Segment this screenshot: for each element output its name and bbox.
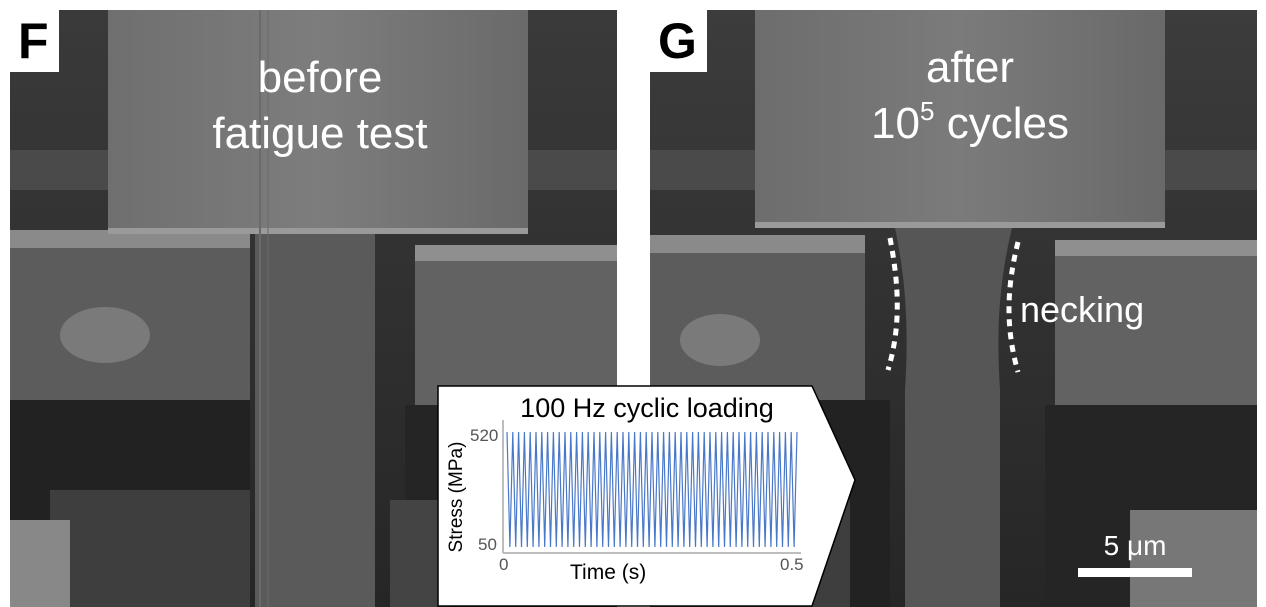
scale-bar xyxy=(1078,568,1192,577)
before-label-line1: before xyxy=(257,53,383,102)
sem-panel-before: F before fatigue test xyxy=(10,10,617,607)
panel-letter-f: F xyxy=(10,10,59,72)
inset-stress-plot xyxy=(502,420,801,554)
y-tick-label-top: 520 xyxy=(470,426,499,445)
after-label-line2: 105 cycles xyxy=(820,96,1120,152)
y-tick-label-bottom: 50 xyxy=(478,535,497,554)
x-tick-label-left: 0 xyxy=(499,555,509,574)
inset-x-axis-label: Time (s) xyxy=(570,561,647,584)
stress-series-line xyxy=(506,431,798,548)
before-label-line2: fatigue test xyxy=(212,109,428,158)
after-test-label: after 105 cycles xyxy=(820,40,1120,152)
scale-bar-label: 5 μm xyxy=(1103,530,1167,561)
inset-chart-title: 100 Hz cyclic loading xyxy=(520,393,774,423)
necking-dash-left xyxy=(885,237,900,371)
after-label-rest: cycles xyxy=(934,99,1069,148)
inset-y-axis-label: Stress (MPa) xyxy=(446,441,467,553)
before-test-label: before fatigue test xyxy=(170,50,470,162)
panel-letter-g: G xyxy=(650,10,707,72)
necking-label: necking xyxy=(1020,289,1145,330)
x-tick-label-right: 0.5 xyxy=(780,555,804,574)
sem-image-before xyxy=(10,10,617,607)
necking-dash-right xyxy=(1006,241,1021,373)
after-label-line1: after xyxy=(925,43,1015,92)
after-label-exponent: 5 xyxy=(920,96,935,126)
after-label-base: 10 xyxy=(871,99,920,148)
